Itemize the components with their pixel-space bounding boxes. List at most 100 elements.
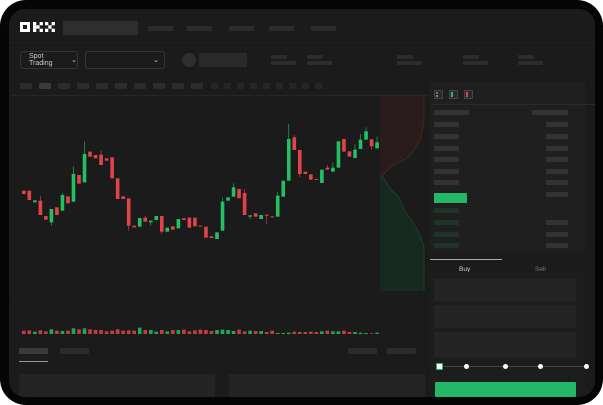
tab-history[interactable] (60, 348, 89, 354)
candle[interactable] (237, 189, 241, 199)
candle[interactable] (93, 155, 98, 159)
candle[interactable] (126, 198, 131, 226)
candle[interactable] (77, 175, 81, 184)
drawing-icon[interactable] (237, 83, 244, 89)
candle[interactable] (281, 180, 286, 197)
candle[interactable] (204, 226, 208, 238)
timeframe-button[interactable] (58, 83, 70, 89)
candle[interactable] (347, 151, 352, 157)
ask-row-price[interactable] (434, 157, 459, 162)
candle[interactable] (121, 196, 125, 199)
candle[interactable] (49, 209, 54, 223)
candle[interactable] (27, 190, 32, 200)
candle[interactable] (364, 131, 368, 140)
price-input[interactable] (434, 279, 576, 301)
candle[interactable] (220, 201, 225, 231)
timeframe-button[interactable] (153, 83, 165, 89)
amount-input[interactable] (434, 305, 576, 328)
nav-item[interactable] (311, 26, 336, 31)
slider-handle[interactable] (436, 363, 443, 370)
candle[interactable] (320, 169, 324, 183)
candle[interactable] (71, 174, 76, 202)
book-asks-icon[interactable] (464, 90, 473, 99)
buy-tab[interactable]: Buy (459, 266, 471, 273)
candle[interactable] (231, 187, 236, 197)
camera-icon[interactable] (302, 83, 309, 89)
search-bar[interactable] (63, 21, 138, 35)
sell-tab[interactable]: Sell (535, 266, 546, 273)
candle[interactable] (171, 226, 175, 230)
candle[interactable] (309, 174, 313, 180)
pencil-icon[interactable] (276, 83, 283, 89)
chevron-down-icon[interactable] (250, 83, 257, 89)
candle[interactable] (303, 171, 308, 174)
nav-item[interactable] (269, 26, 294, 31)
candle[interactable] (148, 220, 153, 223)
ask-row-price[interactable] (434, 180, 459, 185)
candle[interactable] (375, 142, 379, 149)
candle[interactable] (60, 195, 65, 211)
ask-row-price[interactable] (434, 122, 459, 127)
candle[interactable] (22, 190, 26, 194)
timeframe-button[interactable] (39, 83, 51, 89)
candle[interactable] (198, 225, 203, 227)
candle[interactable] (275, 195, 280, 217)
candle[interactable] (270, 216, 274, 218)
candle[interactable] (165, 227, 170, 232)
filter-button[interactable] (348, 348, 377, 354)
timeframe-button[interactable] (172, 83, 184, 89)
candle[interactable] (253, 213, 258, 217)
line-icon[interactable] (263, 83, 270, 89)
candle[interactable] (226, 197, 230, 201)
spot-trading-dropdown[interactable]: Spot Trading ⌄ (20, 51, 78, 69)
ask-row-price[interactable] (434, 169, 459, 174)
bid-row-price[interactable] (434, 208, 459, 213)
candle[interactable] (259, 215, 263, 219)
book-bids-icon[interactable] (449, 90, 458, 99)
candle[interactable] (215, 232, 219, 239)
candle[interactable] (115, 178, 120, 199)
candle[interactable] (88, 151, 92, 157)
candle[interactable] (33, 200, 37, 203)
candle[interactable] (248, 215, 252, 217)
timeframe-button[interactable] (115, 83, 127, 89)
timeframe-button[interactable] (134, 83, 146, 89)
timeframe-button[interactable] (96, 83, 108, 89)
book-both-icon[interactable] (434, 90, 443, 99)
bid-row-price[interactable] (434, 232, 459, 237)
slider-step[interactable] (503, 364, 508, 369)
timeframe-button[interactable] (20, 83, 32, 89)
candle[interactable] (82, 154, 87, 183)
candle[interactable] (325, 167, 330, 170)
pair-dropdown[interactable]: ⌄ (85, 51, 165, 69)
candle[interactable] (286, 139, 291, 181)
candle[interactable] (182, 218, 186, 220)
candle[interactable] (369, 139, 374, 147)
tab-open-orders[interactable] (19, 348, 48, 354)
candle[interactable] (176, 219, 181, 229)
timeframe-button[interactable] (77, 83, 89, 89)
slider-step[interactable] (538, 364, 543, 369)
candle[interactable] (38, 200, 43, 215)
filter-button[interactable] (387, 348, 416, 354)
candle[interactable] (132, 225, 136, 228)
ask-row-price[interactable] (434, 134, 459, 139)
candle[interactable] (137, 218, 142, 227)
candle[interactable] (154, 216, 159, 220)
timeframe-button[interactable] (191, 83, 203, 89)
bid-row-price[interactable] (434, 243, 459, 248)
candle[interactable] (187, 217, 192, 228)
bid-row-price[interactable] (434, 220, 459, 225)
slider-step[interactable] (464, 364, 469, 369)
candle[interactable] (44, 216, 48, 220)
nav-item[interactable] (148, 26, 173, 31)
candle[interactable] (292, 137, 297, 150)
candle[interactable] (298, 150, 302, 174)
candle[interactable] (242, 193, 247, 215)
nav-item[interactable] (187, 26, 212, 31)
ask-row-price[interactable] (434, 146, 459, 151)
candle[interactable] (99, 154, 103, 165)
total-input[interactable] (434, 332, 576, 357)
candle[interactable] (143, 217, 148, 222)
buy-button[interactable] (435, 382, 576, 397)
